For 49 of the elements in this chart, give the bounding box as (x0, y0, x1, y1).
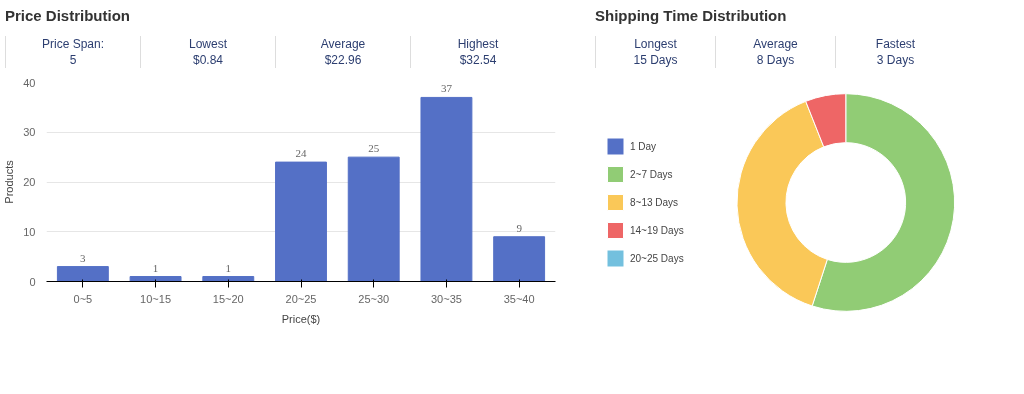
bar (56, 266, 109, 282)
text: Average (752, 36, 799, 53)
y-tick-label: 30 (23, 126, 36, 139)
text: Average (319, 36, 367, 53)
text: 3 Days (875, 52, 916, 69)
data-label: 25 (368, 142, 380, 155)
bar (202, 276, 255, 282)
text: 8 Days (755, 52, 796, 69)
x-tick-label: 25~30 (358, 292, 390, 305)
y-tick-label: 0 (29, 275, 36, 288)
data-label: 37 (440, 82, 453, 95)
bar (420, 97, 473, 282)
data-label: 1 (152, 261, 159, 274)
x-tick-label: 35~40 (503, 292, 535, 305)
y-tick-label: 20 (23, 176, 36, 189)
x-tick-label: 20~25 (285, 292, 317, 305)
data-label: 1 (225, 261, 232, 274)
bar (129, 276, 182, 282)
chart-title: Price Distribution (5, 6, 131, 26)
x-tick-label: 10~15 (140, 292, 172, 305)
y-axis-title: Products (3, 160, 16, 205)
legend-label: 1 Day (630, 140, 657, 152)
bar (347, 157, 400, 282)
bar (493, 236, 546, 282)
bar (275, 162, 327, 282)
text: $32.54 (458, 52, 498, 69)
data-label: 9 (516, 222, 523, 235)
data-label: 24 (295, 147, 307, 160)
text: Lowest (188, 36, 228, 53)
text: Longest (633, 36, 678, 53)
legend-label: 14~19 Days (630, 224, 684, 236)
x-tick-label: 15~20 (212, 292, 244, 305)
data-label: 3 (80, 252, 87, 264)
text: Highest (456, 36, 500, 53)
legend-label: 8~13 Days (630, 196, 679, 208)
text: 5 (68, 52, 78, 69)
text: Fastest (874, 36, 917, 53)
text: Price Span: (40, 36, 105, 53)
legend-label: 20~25 Days (630, 252, 684, 264)
y-tick-label: 40 (23, 76, 36, 89)
text: $0.84 (192, 52, 224, 69)
text: $22.96 (323, 52, 363, 69)
x-axis-title: Price($) (281, 312, 321, 325)
chart-title: Shipping Time Distribution (595, 6, 787, 26)
x-tick-label: 0~5 (73, 292, 93, 305)
y-tick-label: 10 (23, 226, 36, 239)
x-tick-label: 30~35 (430, 292, 462, 305)
text: 15 Days (632, 52, 679, 69)
legend-label: 2~7 Days (630, 168, 673, 180)
